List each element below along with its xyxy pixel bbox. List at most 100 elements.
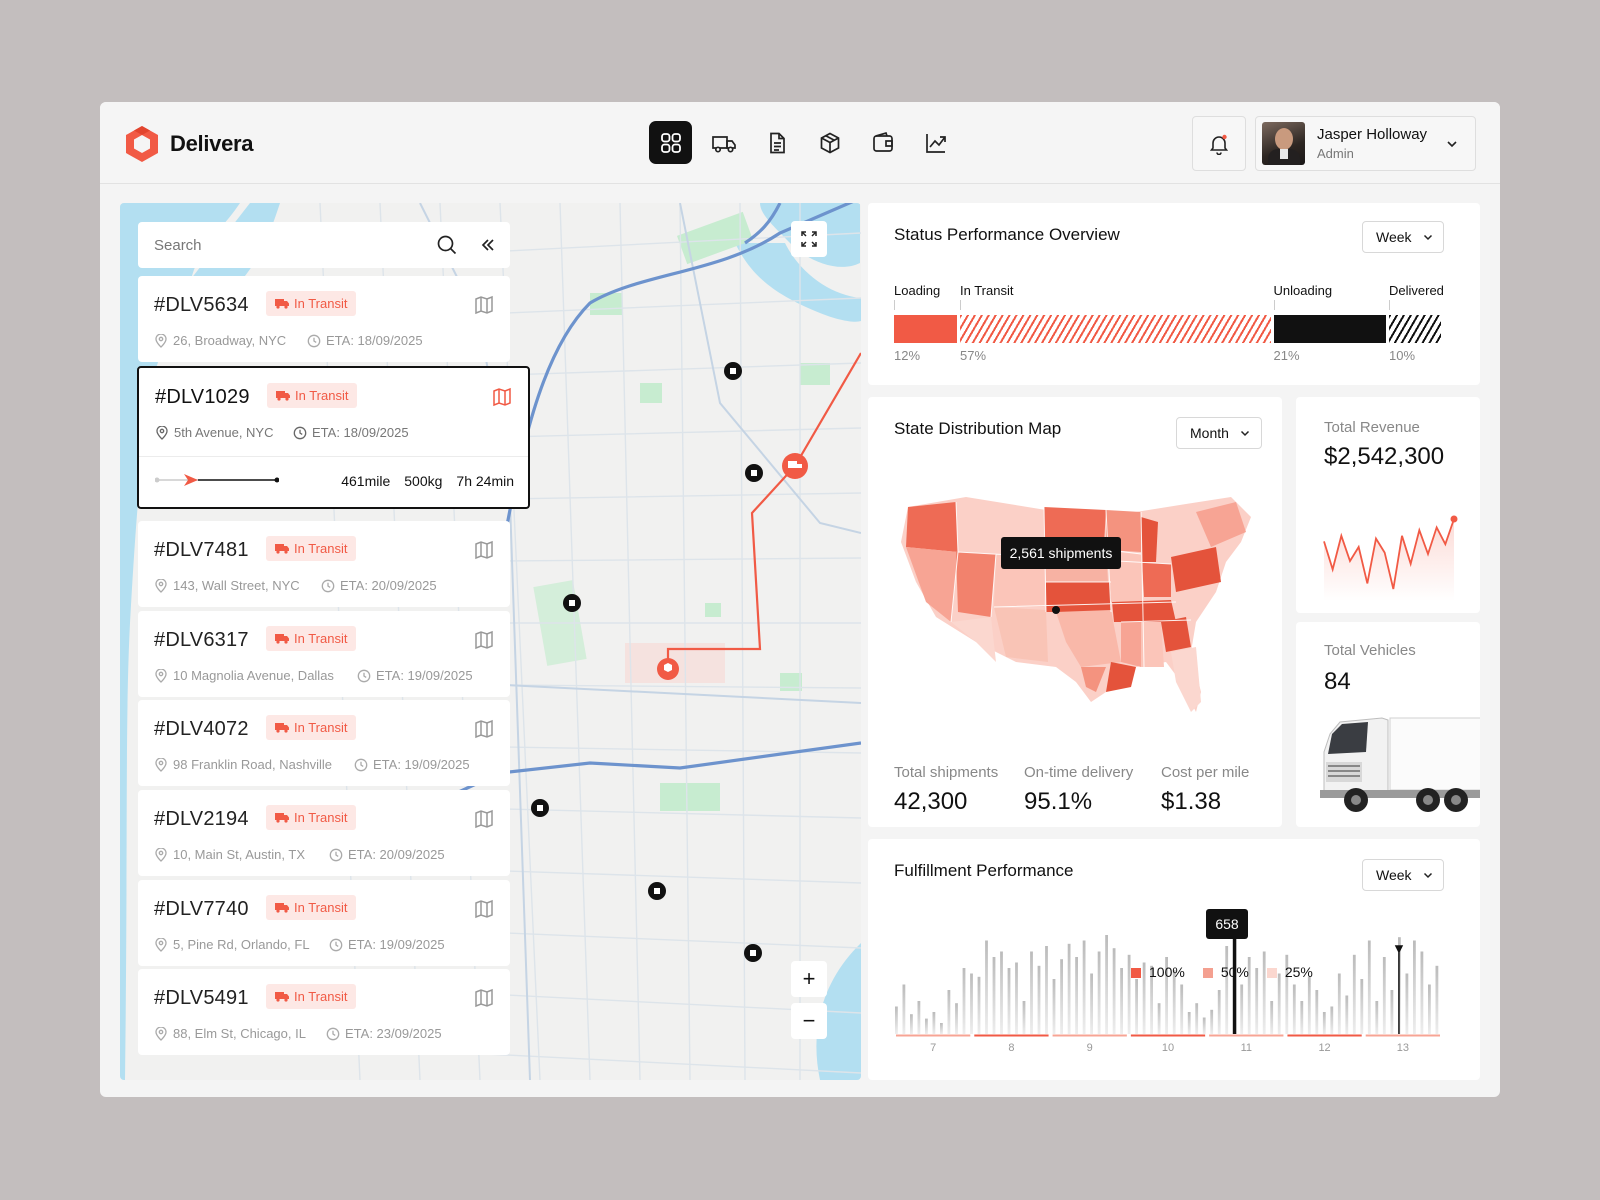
- fulfillment-bar[interactable]: [1180, 984, 1184, 1035]
- fulfillment-bar[interactable]: [955, 1003, 958, 1034]
- fulfillment-bar[interactable]: [1202, 1017, 1206, 1035]
- fulfillment-bar[interactable]: [1435, 965, 1439, 1034]
- map-icon[interactable]: [474, 988, 494, 1008]
- fullscreen-button[interactable]: [791, 221, 827, 257]
- fulfillment-bar[interactable]: [1120, 968, 1123, 1034]
- fulfillment-bar[interactable]: [1285, 954, 1289, 1034]
- fulfillment-bar[interactable]: [1097, 951, 1101, 1035]
- fulfillment-bar[interactable]: [1007, 968, 1011, 1034]
- brand[interactable]: Delivera: [122, 124, 254, 164]
- fulfillment-bar[interactable]: [1247, 957, 1251, 1034]
- fulfillment-bar[interactable]: [1165, 957, 1168, 1034]
- fulfillment-period-dropdown[interactable]: Week: [1362, 859, 1444, 891]
- fulfillment-bar[interactable]: [1277, 973, 1281, 1035]
- delivery-card[interactable]: #DLV5634 In Transit 26, Broadway, NYC ET…: [138, 276, 510, 362]
- state-period-dropdown[interactable]: Month: [1176, 417, 1262, 449]
- fulfillment-bar[interactable]: [1157, 1003, 1161, 1034]
- fulfillment-bar[interactable]: [1420, 951, 1424, 1035]
- map-icon[interactable]: [474, 899, 494, 919]
- fulfillment-bar[interactable]: [1270, 1001, 1274, 1034]
- map-icon[interactable]: [474, 719, 494, 739]
- fulfillment-bar[interactable]: [1262, 951, 1266, 1035]
- fulfillment-bar[interactable]: [1135, 979, 1138, 1034]
- fulfillment-bar[interactable]: [1052, 979, 1056, 1034]
- fulfillment-bar[interactable]: [1225, 946, 1229, 1034]
- delivery-card[interactable]: #DLV1029 In Transit 5th Avenue, NYC ETA:…: [137, 366, 530, 509]
- zoom-out-button[interactable]: −: [791, 1003, 827, 1039]
- fulfillment-bar[interactable]: [910, 1014, 913, 1034]
- fulfillment-bar[interactable]: [1405, 973, 1409, 1035]
- fulfillment-bar[interactable]: [895, 1006, 898, 1035]
- fulfillment-bar[interactable]: [1090, 973, 1093, 1035]
- fulfillment-bar[interactable]: [1240, 984, 1244, 1035]
- fulfillment-bar[interactable]: [1112, 948, 1116, 1034]
- search-input[interactable]: Search: [154, 236, 202, 254]
- fulfillment-bar[interactable]: [1360, 979, 1364, 1034]
- analytics-nav-button[interactable]: [914, 121, 957, 164]
- fulfillment-bar[interactable]: [1375, 1001, 1379, 1034]
- fulfillment-bar[interactable]: [902, 984, 906, 1035]
- dashboard-nav-button[interactable]: [649, 121, 692, 164]
- fulfillment-bar[interactable]: [1000, 951, 1003, 1035]
- fulfillment-bar[interactable]: [1255, 968, 1259, 1034]
- fleet-nav-button[interactable]: [702, 121, 745, 164]
- zoom-in-button[interactable]: +: [791, 961, 827, 997]
- search-icon[interactable]: [436, 234, 458, 256]
- fulfillment-bar[interactable]: [947, 990, 951, 1034]
- fulfillment-bar[interactable]: [932, 1012, 936, 1034]
- documents-nav-button[interactable]: [755, 121, 798, 164]
- fulfillment-bar[interactable]: [1307, 976, 1311, 1034]
- fulfillment-bar[interactable]: [1082, 940, 1086, 1035]
- fulfillment-bar[interactable]: [1030, 951, 1033, 1035]
- fulfillment-bar[interactable]: [1172, 970, 1176, 1034]
- status-period-dropdown[interactable]: Week: [1362, 221, 1444, 253]
- fulfillment-bar[interactable]: [1292, 984, 1296, 1035]
- wallet-nav-button[interactable]: [861, 121, 904, 164]
- fulfillment-bar[interactable]: [1105, 935, 1108, 1034]
- fulfillment-bar[interactable]: [1150, 965, 1153, 1034]
- map-icon[interactable]: [474, 540, 494, 560]
- map-icon[interactable]: [474, 630, 494, 650]
- fulfillment-bar[interactable]: [1022, 1001, 1026, 1034]
- fulfillment-bar[interactable]: [1413, 940, 1416, 1035]
- fulfillment-bar[interactable]: [1322, 1012, 1326, 1034]
- fulfillment-bar[interactable]: [925, 1018, 928, 1034]
- fulfillment-bar[interactable]: [1217, 990, 1221, 1034]
- fulfillment-bar[interactable]: [940, 1023, 943, 1034]
- fulfillment-bar[interactable]: [992, 957, 996, 1034]
- fulfillment-bar[interactable]: [1232, 924, 1237, 1034]
- fulfillment-bar[interactable]: [985, 940, 988, 1035]
- notifications-button[interactable]: [1192, 116, 1246, 171]
- fulfillment-bar[interactable]: [1367, 940, 1371, 1035]
- fulfillment-bar[interactable]: [970, 973, 973, 1035]
- fulfillment-bar[interactable]: [1015, 962, 1018, 1035]
- fulfillment-bar[interactable]: [1195, 1003, 1199, 1034]
- fulfillment-bar[interactable]: [1142, 962, 1146, 1035]
- packages-nav-button[interactable]: [808, 121, 851, 164]
- delivery-card[interactable]: #DLV7481 In Transit 143, Wall Street, NY…: [138, 521, 510, 607]
- fulfillment-bar[interactable]: [1067, 943, 1071, 1034]
- delivery-card[interactable]: #DLV7740 In Transit 5, Pine Rd, Orlando,…: [138, 880, 510, 966]
- fulfillment-bar[interactable]: [1300, 1001, 1304, 1034]
- fulfillment-bar[interactable]: [1352, 954, 1356, 1034]
- map-icon[interactable]: [474, 295, 494, 315]
- fulfillment-bar[interactable]: [1075, 957, 1078, 1034]
- delivery-card[interactable]: #DLV4072 In Transit 98 Franklin Road, Na…: [138, 700, 510, 786]
- fulfillment-bar[interactable]: [1428, 984, 1431, 1035]
- fulfillment-bar[interactable]: [1127, 954, 1131, 1034]
- map-icon[interactable]: [492, 387, 512, 407]
- user-menu[interactable]: Jasper Holloway Admin: [1255, 116, 1476, 171]
- fulfillment-bar[interactable]: [917, 1001, 921, 1034]
- fulfillment-bar[interactable]: [1037, 965, 1041, 1034]
- fulfillment-bar[interactable]: [1315, 990, 1319, 1034]
- fulfillment-bar[interactable]: [1060, 959, 1063, 1034]
- us-choropleth-map[interactable]: [896, 492, 1256, 722]
- fulfillment-bar[interactable]: [1330, 1006, 1334, 1035]
- fulfillment-bar[interactable]: [1390, 990, 1394, 1034]
- fulfillment-bar[interactable]: [1045, 946, 1048, 1034]
- fulfillment-bar[interactable]: [977, 976, 981, 1034]
- fulfillment-bar[interactable]: [1382, 957, 1386, 1034]
- delivery-card[interactable]: #DLV6317 In Transit 10 Magnolia Avenue, …: [138, 611, 510, 697]
- collapse-icon[interactable]: [480, 237, 496, 253]
- fulfillment-bar[interactable]: [1187, 1012, 1191, 1034]
